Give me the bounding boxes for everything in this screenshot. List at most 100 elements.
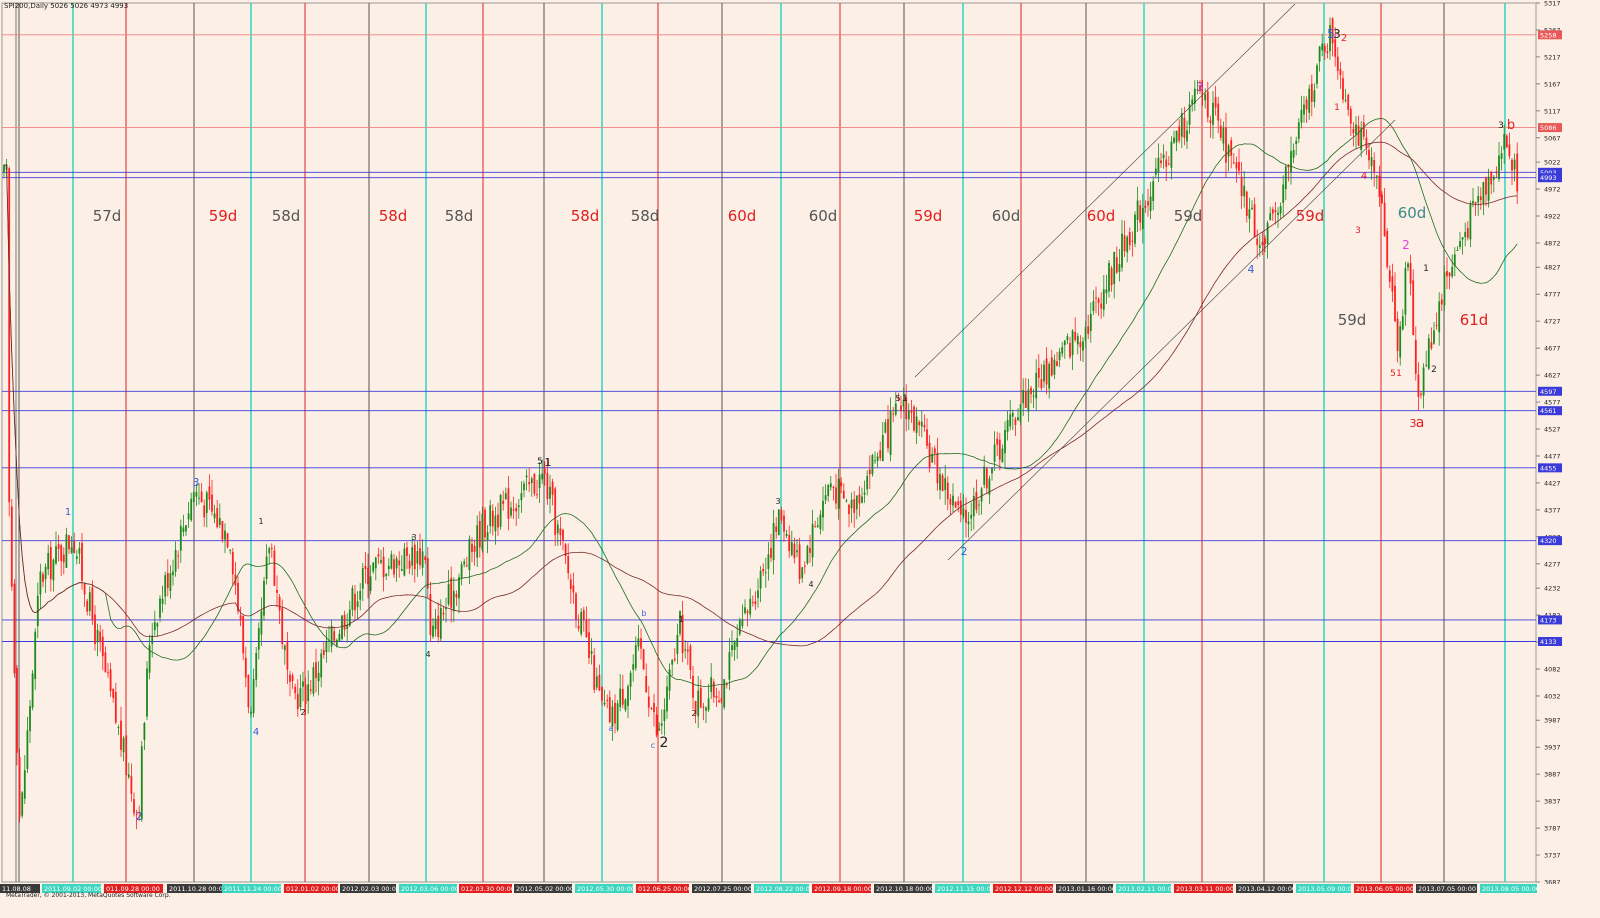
- candle-body: [198, 497, 200, 499]
- wave-label: 4: [1361, 171, 1367, 182]
- candle-body: [224, 530, 226, 540]
- candle-body: [1167, 163, 1170, 165]
- candle-body: [299, 688, 302, 708]
- candle-body: [382, 556, 385, 577]
- candle-body: [1248, 209, 1251, 219]
- price-marker-box: [1538, 463, 1562, 473]
- candle-body: [60, 545, 63, 562]
- price-marker-box: [1538, 30, 1562, 40]
- candle-body: [580, 612, 583, 635]
- candle-body: [1479, 196, 1482, 201]
- candle-body: [944, 478, 947, 491]
- candle-body: [1321, 43, 1324, 51]
- candle-body: [1412, 280, 1415, 336]
- moving-average-slow: [3, 141, 1518, 647]
- candle-body: [1427, 338, 1430, 369]
- candle-body: [65, 534, 68, 568]
- candle-body: [1482, 182, 1485, 204]
- candle-body: [169, 573, 172, 591]
- candle-body: [16, 668, 18, 753]
- candle-body: [1284, 166, 1287, 190]
- candle-body: [1089, 313, 1092, 332]
- candle-body: [390, 554, 393, 569]
- candle-body: [1516, 153, 1519, 192]
- candle-body: [302, 681, 304, 687]
- candle-body: [736, 638, 739, 647]
- candle-body: [1027, 389, 1030, 412]
- candle-body: [998, 439, 1001, 460]
- candle-body: [1141, 207, 1144, 230]
- candle-body: [892, 413, 895, 415]
- candle-body: [575, 593, 577, 620]
- candle-body: [785, 534, 788, 536]
- candle-body: [772, 523, 775, 561]
- candle-body: [1074, 332, 1077, 340]
- candle-body: [606, 699, 609, 701]
- candle-body: [848, 504, 850, 515]
- candle-body: [1170, 141, 1173, 168]
- candle-body: [923, 425, 926, 428]
- y-tick-label: 4477: [1544, 452, 1561, 460]
- date-label-box: [812, 884, 871, 893]
- wave-label: a: [609, 724, 614, 733]
- candle-body: [419, 548, 421, 565]
- candle-body: [520, 493, 523, 501]
- cycle-label: 59d: [1338, 311, 1367, 329]
- candle-body: [1438, 301, 1441, 333]
- candle-body: [1113, 251, 1116, 285]
- candle-body: [172, 571, 174, 576]
- candle-body: [107, 672, 109, 674]
- candle-body: [824, 495, 827, 501]
- candle-body: [1513, 159, 1516, 170]
- candle-body: [398, 560, 401, 566]
- wave-label: b: [641, 609, 646, 618]
- candle-body: [502, 500, 505, 504]
- candle-body: [845, 500, 848, 502]
- candle-body: [624, 699, 627, 710]
- candle-body: [166, 573, 169, 589]
- candle-body: [676, 634, 679, 654]
- candle-body: [1459, 240, 1461, 247]
- candle-body: [645, 675, 648, 692]
- candle-body: [34, 631, 37, 680]
- candle-body: [1048, 363, 1051, 389]
- candle-body: [684, 649, 687, 651]
- candle-body: [1043, 364, 1045, 382]
- candle-body: [946, 482, 949, 500]
- candle-body: [101, 636, 104, 657]
- candle-body: [983, 466, 986, 485]
- candle-body: [718, 700, 720, 703]
- price-marker-box: [1538, 173, 1562, 183]
- candle-body: [26, 730, 29, 769]
- candle-body: [335, 639, 338, 646]
- candle-body: [634, 645, 637, 669]
- candle-body: [1331, 18, 1334, 44]
- price-marker-box: [1538, 536, 1562, 546]
- candle-body: [1009, 414, 1012, 427]
- candle-body: [75, 556, 78, 559]
- candle-body: [346, 625, 349, 629]
- candle-body: [991, 467, 993, 474]
- candle-body: [775, 526, 778, 532]
- date-label-box: [222, 884, 281, 893]
- candle-body: [970, 514, 973, 519]
- candle-body: [484, 509, 486, 538]
- candle-body: [216, 508, 219, 528]
- candle-body: [1417, 374, 1420, 397]
- candle-body: [931, 453, 934, 463]
- candle-body: [884, 422, 887, 433]
- candle-body: [1310, 83, 1313, 102]
- candle-body: [941, 475, 944, 492]
- candle-body: [463, 561, 466, 565]
- candle-body: [491, 510, 494, 527]
- cycle-label: 58d: [379, 207, 408, 225]
- candle-body: [562, 529, 564, 540]
- candle-body: [777, 509, 780, 536]
- candle-body: [231, 551, 234, 575]
- date-label: 2013.01.16 00:00: [1058, 885, 1116, 893]
- candle-body: [1066, 336, 1069, 341]
- wave-label: 2: [961, 545, 968, 558]
- candle-body: [850, 499, 853, 509]
